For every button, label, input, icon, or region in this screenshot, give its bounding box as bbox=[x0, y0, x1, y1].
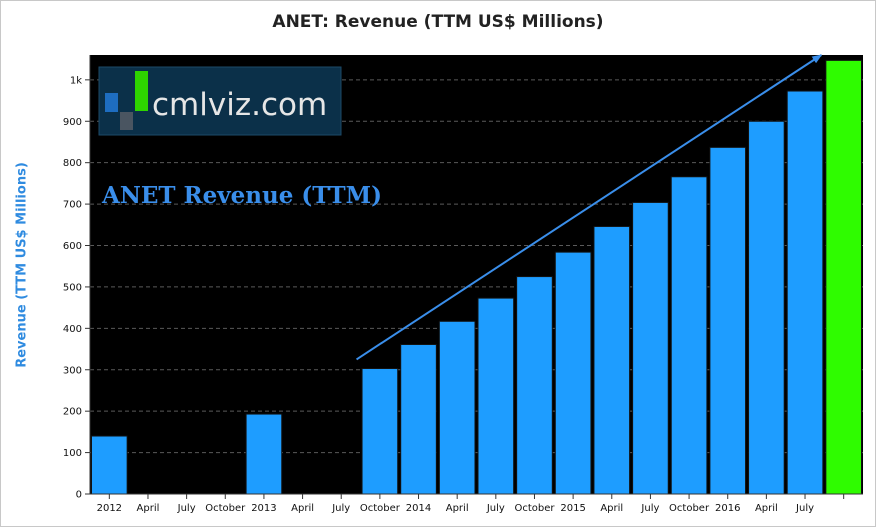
x-tick-label: July bbox=[795, 503, 814, 514]
x-tick-label: 2012 bbox=[97, 503, 122, 514]
y-tick-label: 500 bbox=[63, 282, 82, 293]
x-tick-label: October bbox=[514, 503, 555, 514]
logo-blue-square bbox=[105, 93, 118, 112]
bar bbox=[593, 225, 631, 495]
bars bbox=[91, 59, 862, 495]
y-tick-label: 600 bbox=[63, 241, 82, 252]
y-tick-label: 400 bbox=[63, 324, 82, 335]
x-tick-label: 2014 bbox=[406, 503, 431, 514]
bar bbox=[786, 90, 824, 495]
x-tick-label: October bbox=[669, 503, 710, 514]
bar bbox=[477, 297, 515, 495]
y-tick-label: 800 bbox=[63, 158, 82, 169]
y-tick-label: 1k bbox=[70, 75, 82, 86]
y-tick-label: 300 bbox=[63, 365, 82, 376]
x-tick-label: 2015 bbox=[560, 503, 585, 514]
y-axis: 0 100 200 300 400 500 600 700 800 900 1k bbox=[63, 55, 91, 501]
y-tick-label: 900 bbox=[63, 117, 82, 128]
trend-arrow bbox=[356, 54, 823, 361]
bar-highlight bbox=[825, 59, 862, 495]
bar bbox=[709, 146, 747, 495]
x-tick-label: April bbox=[446, 503, 469, 514]
x-axis: 2012 April July October 2013 April July October… bbox=[90, 493, 863, 514]
bar bbox=[554, 251, 592, 495]
logo-green-bar bbox=[135, 71, 148, 111]
bar bbox=[632, 201, 669, 495]
x-tick-label: April bbox=[755, 503, 778, 514]
x-tick-label: April bbox=[600, 503, 623, 514]
bar bbox=[400, 343, 437, 495]
chart-annotation: ANET Revenue (TTM) bbox=[101, 182, 382, 209]
x-tick-label: July bbox=[640, 503, 659, 514]
x-tick-label: April bbox=[291, 503, 314, 514]
logo-text: cmlviz.com bbox=[152, 87, 327, 123]
logo-gray-square bbox=[120, 112, 133, 130]
x-tick-label: October bbox=[205, 503, 246, 514]
x-tick-label: 2013 bbox=[251, 503, 276, 514]
x-tick-label: April bbox=[137, 503, 160, 514]
bar bbox=[670, 176, 708, 495]
x-tick-label: July bbox=[177, 503, 196, 514]
bar bbox=[516, 276, 553, 495]
x-tick-label: 2016 bbox=[715, 503, 740, 514]
cmlviz-logo: cmlviz.com bbox=[98, 66, 342, 136]
bar bbox=[748, 120, 785, 495]
bar bbox=[245, 413, 283, 495]
x-tick-label: July bbox=[486, 503, 505, 514]
bar bbox=[361, 368, 399, 495]
trend-arrow-group bbox=[356, 54, 823, 361]
y-tick-label: 100 bbox=[63, 448, 82, 459]
bar bbox=[91, 435, 128, 495]
y-tick-label: 200 bbox=[63, 407, 82, 418]
y-tick-label: 0 bbox=[76, 490, 82, 501]
y-tick-label: 700 bbox=[63, 200, 82, 211]
x-tick-label: July bbox=[331, 503, 350, 514]
bar bbox=[438, 320, 476, 495]
x-tick-label: October bbox=[360, 503, 401, 514]
chart-title: ANET: Revenue (TTM US$ Millions) bbox=[272, 12, 604, 32]
